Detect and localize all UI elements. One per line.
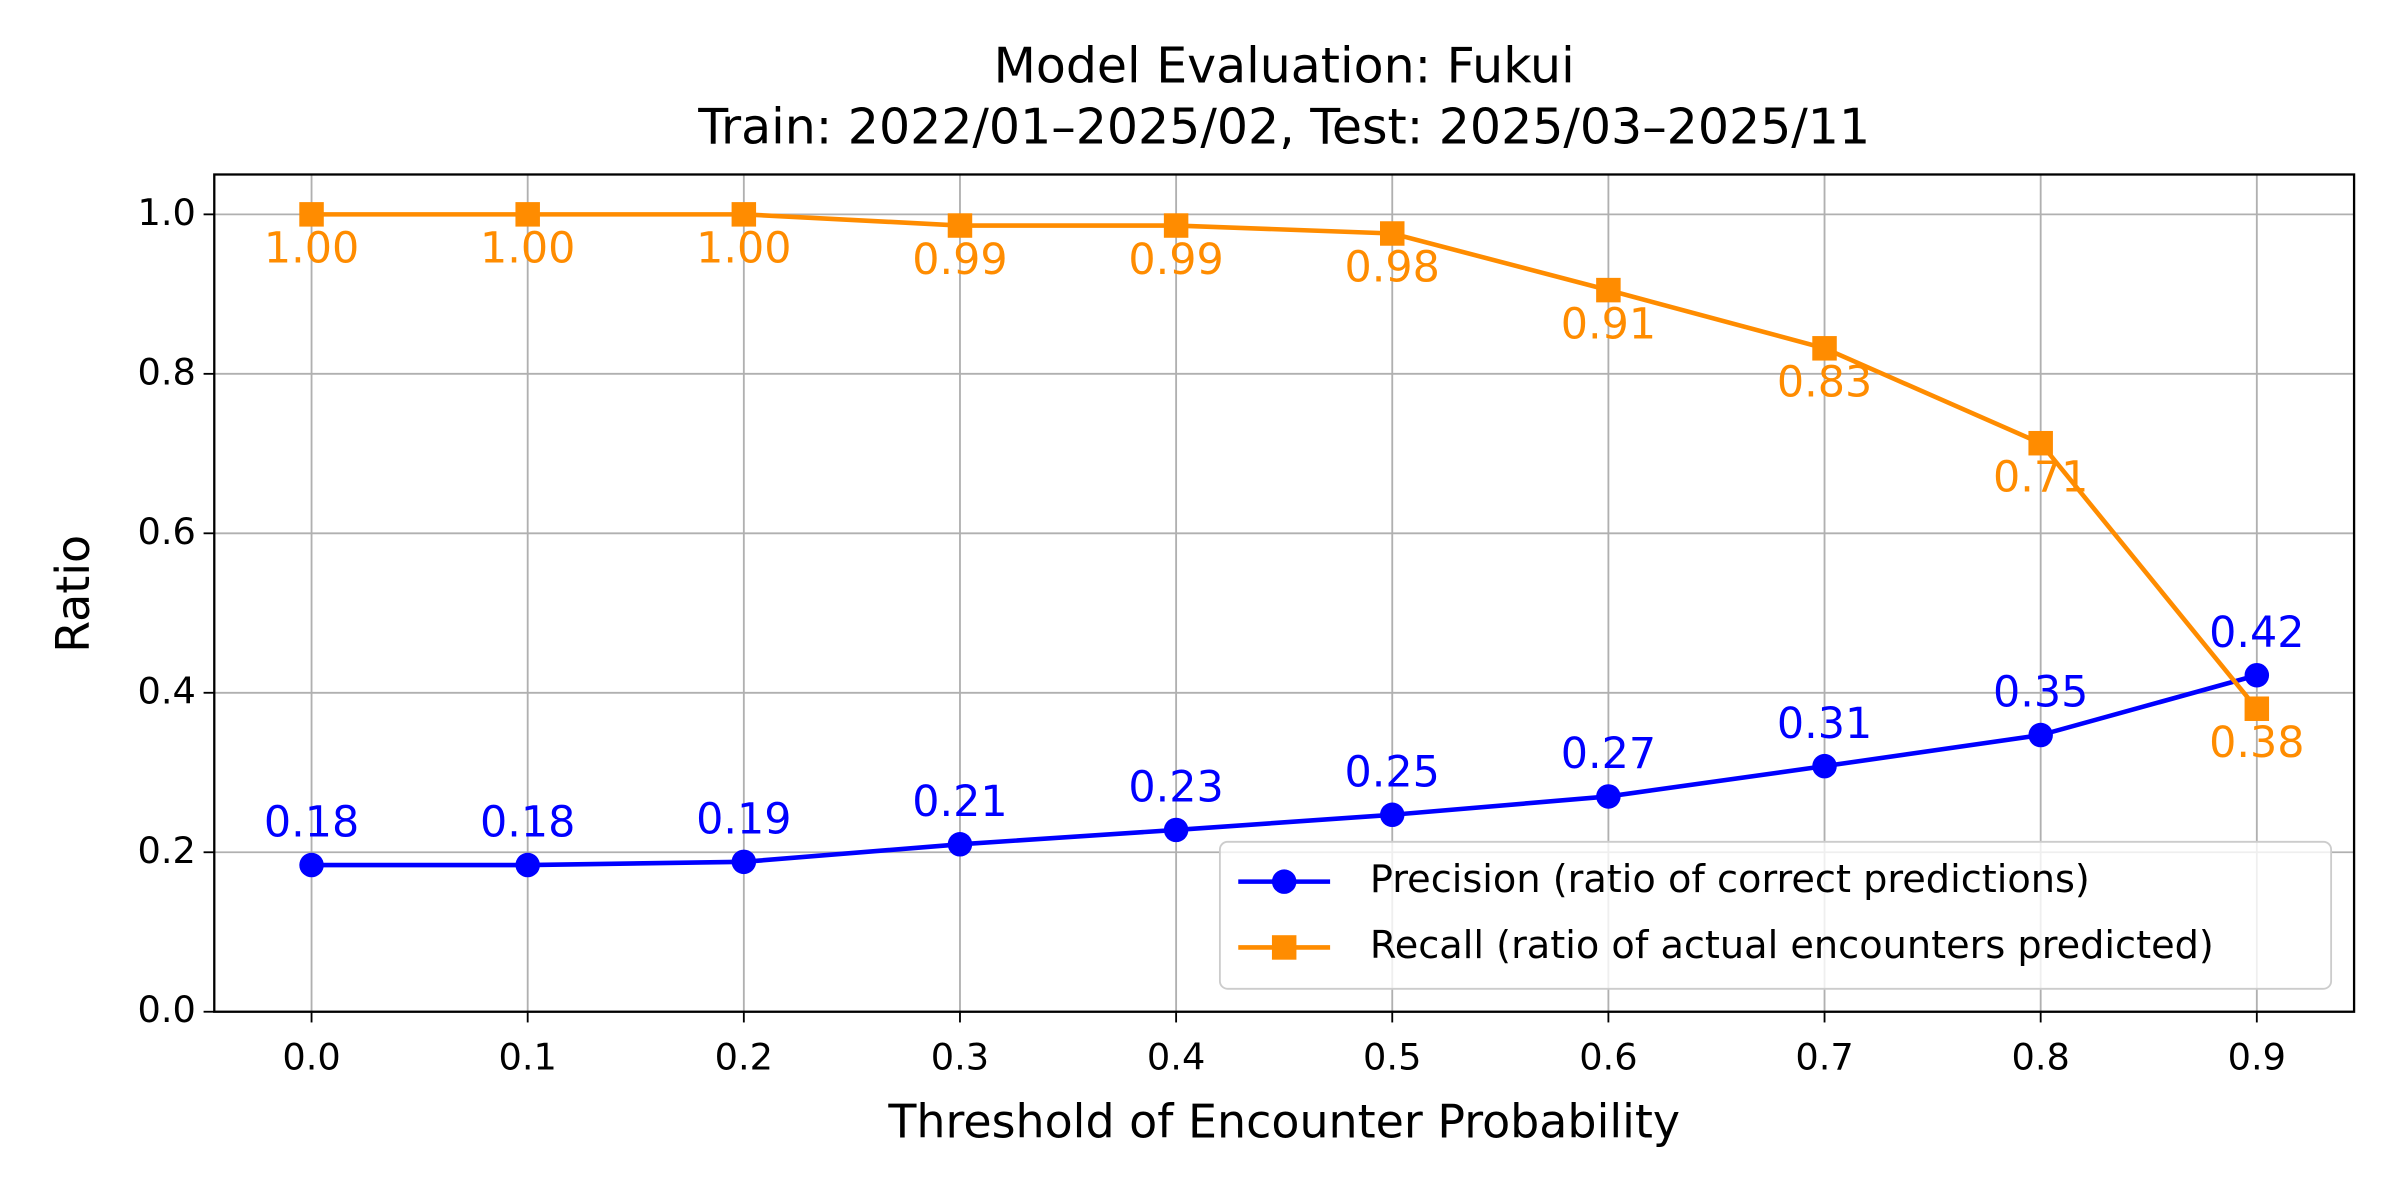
data-label: 0.91: [1561, 299, 1656, 349]
data-label: 0.83: [1777, 358, 1872, 408]
x-tick-label: 0.4: [1147, 1036, 1205, 1079]
data-label: 0.71: [1993, 452, 2088, 502]
chart-subtitle: Train: 2022/01–2025/02, Test: 2025/03–20…: [697, 99, 1870, 156]
legend-marker: [1271, 869, 1297, 894]
x-tick-label: 0.7: [1795, 1036, 1853, 1079]
marker: [1812, 753, 1837, 779]
data-label: 0.99: [912, 235, 1007, 285]
y-tick-label: 1.0: [138, 191, 196, 234]
marker: [299, 202, 324, 227]
data-label: 1.00: [480, 224, 575, 274]
marker: [947, 832, 973, 857]
marker: [1380, 802, 1405, 828]
y-tick-label: 0.4: [138, 669, 196, 712]
plot-frame: [213, 173, 2356, 1013]
legend-box: [1218, 840, 2333, 990]
x-tick-label: 0.5: [1363, 1036, 1421, 1079]
marker: [731, 849, 757, 875]
marker: [1812, 336, 1837, 361]
x-tick-label: 0.6: [1579, 1036, 1637, 1079]
marker: [515, 202, 540, 227]
legend-marker: [1271, 935, 1297, 960]
x-tick-label: 0.9: [2228, 1036, 2286, 1079]
x-axis-label: Threshold of Encounter Probability: [887, 1095, 1680, 1149]
y-tick-label: 0.6: [138, 510, 196, 553]
marker: [2028, 430, 2053, 456]
data-label: 0.25: [1345, 747, 1440, 797]
data-label: 0.31: [1777, 699, 1872, 749]
y-tick-label: 0.0: [138, 988, 196, 1031]
series-line: [311, 212, 2259, 711]
marker: [2244, 662, 2270, 688]
y-axis-label: Ratio: [46, 535, 100, 653]
marker: [947, 213, 973, 238]
data-label: 0.98: [1345, 243, 1440, 293]
data-label: 0.35: [1993, 668, 2088, 718]
chart-title: Model Evaluation: Fukui: [994, 37, 1575, 94]
data-label: 0.42: [2209, 608, 2304, 658]
data-label: 0.99: [1128, 235, 1223, 285]
data-label: 1.00: [696, 224, 791, 274]
series-line: [311, 673, 2258, 868]
legend-label: Recall (ratio of actual encounters predi…: [1370, 923, 2214, 968]
marker: [1596, 277, 1621, 303]
legend-label: Precision (ratio of correct predictions): [1370, 857, 2090, 902]
marker: [1163, 817, 1189, 843]
marker: [2244, 696, 2270, 721]
marker: [2028, 722, 2053, 748]
data-label: 0.38: [2209, 718, 2304, 768]
data-label: 0.23: [1128, 763, 1223, 813]
marker: [731, 202, 757, 227]
x-tick-label: 0.3: [931, 1036, 989, 1079]
marker: [515, 852, 540, 878]
data-label: 0.27: [1561, 729, 1656, 779]
x-tick-label: 0.0: [282, 1036, 340, 1079]
data-label: 0.18: [264, 798, 359, 848]
marker: [1380, 221, 1405, 246]
marker: [1596, 784, 1621, 809]
y-tick-label: 0.8: [138, 350, 196, 393]
x-tick-label: 0.2: [715, 1036, 773, 1079]
data-label: 1.00: [264, 224, 359, 274]
x-tick-label: 0.8: [2011, 1036, 2069, 1079]
marker: [1163, 213, 1189, 238]
marker: [299, 852, 324, 878]
y-tick-label: 0.2: [138, 829, 196, 872]
data-label: 0.21: [912, 777, 1007, 827]
data-label: 0.18: [480, 798, 575, 848]
data-label: 0.19: [696, 795, 791, 845]
x-tick-label: 0.1: [498, 1036, 556, 1079]
